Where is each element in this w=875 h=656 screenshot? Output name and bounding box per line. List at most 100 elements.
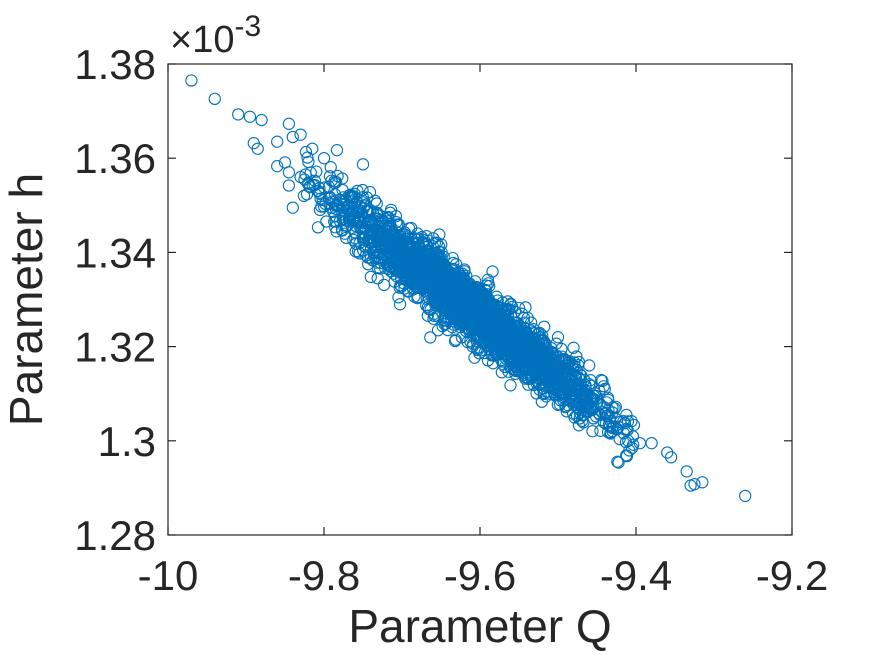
data-point (335, 204, 348, 217)
data-point (739, 489, 752, 503)
data-point (549, 372, 562, 385)
data-point (450, 258, 463, 271)
data-point (549, 367, 563, 380)
data-point (557, 353, 571, 366)
data-point (611, 455, 624, 468)
data-point (571, 384, 585, 397)
data-point (609, 400, 622, 413)
data-point (330, 144, 344, 157)
data-point (317, 152, 331, 165)
data-point (478, 291, 492, 304)
data-point (424, 257, 438, 270)
data-point (436, 268, 449, 281)
data-point (491, 294, 504, 307)
data-point (489, 311, 502, 324)
data-point (372, 235, 385, 248)
data-point (363, 203, 376, 217)
data-point (594, 373, 608, 387)
data-point (415, 262, 429, 275)
data-point (490, 332, 503, 345)
data-point (271, 135, 284, 148)
data-point (302, 176, 315, 189)
data-point (567, 341, 580, 354)
data-point (427, 274, 440, 287)
data-point (532, 327, 545, 340)
data-point (286, 201, 299, 214)
data-point (433, 228, 446, 241)
data-point (452, 266, 465, 279)
data-point (427, 232, 440, 245)
data-point (243, 110, 257, 123)
data-point (481, 273, 494, 286)
data-point (423, 274, 436, 287)
data-point (556, 388, 569, 401)
data-point (664, 451, 678, 464)
data-point (506, 300, 519, 314)
axis-ticks: -10 -9.8 -9.6 -9.4 -9.2 1.28 1.3 1.32 1.34 1.36 1.… (74, 41, 828, 599)
data-point (544, 352, 557, 365)
data-point (598, 382, 611, 396)
y-exponent-label: ×10-3 (170, 10, 261, 61)
data-point (661, 446, 674, 459)
data-point (353, 216, 366, 230)
data-point (353, 236, 366, 250)
data-point (373, 214, 386, 227)
data-point (535, 348, 549, 362)
data-point (447, 318, 460, 331)
data-point (612, 456, 625, 469)
data-point (445, 270, 458, 283)
data-point (385, 238, 398, 251)
data-point (688, 477, 701, 491)
data-point (434, 255, 448, 268)
data-point (519, 325, 532, 338)
data-point (553, 386, 567, 399)
data-point (444, 299, 458, 313)
data-point (497, 318, 510, 332)
data-point (377, 278, 391, 292)
data-point (645, 436, 658, 450)
data-point (458, 314, 471, 327)
data-point (422, 247, 435, 260)
data-point (481, 311, 494, 324)
data-point (497, 344, 511, 357)
data-point (361, 205, 374, 218)
data-point (399, 233, 412, 246)
data-point (382, 210, 395, 224)
data-point (340, 231, 353, 244)
data-point (486, 265, 499, 278)
data-point (568, 411, 581, 424)
data-point (566, 395, 579, 408)
data-point (368, 194, 382, 207)
data-point (680, 465, 693, 478)
data-point (320, 215, 333, 228)
x-tick-label: -9.2 (756, 552, 828, 599)
data-point (329, 195, 342, 208)
data-point (431, 256, 444, 269)
data-point (487, 298, 501, 311)
data-point (474, 320, 487, 334)
data-point (470, 323, 483, 336)
data-point (208, 92, 221, 105)
data-point (388, 243, 402, 257)
data-point (461, 312, 474, 325)
data-point (530, 376, 543, 389)
data-point (448, 334, 462, 348)
data-point (391, 218, 404, 231)
data-point (430, 283, 443, 297)
data-point (536, 333, 549, 346)
data-point (541, 385, 554, 398)
data-point (420, 274, 433, 287)
y-axis-label: Parameter h (0, 173, 52, 426)
data-point (372, 230, 386, 243)
data-point (496, 319, 509, 333)
data-point (573, 368, 587, 381)
x-tick-label: -10 (138, 552, 199, 599)
data-point (384, 203, 398, 217)
data-point (356, 244, 370, 257)
data-point (411, 227, 424, 240)
data-point (481, 354, 495, 367)
data-point (583, 378, 596, 391)
data-point (494, 307, 507, 320)
data-point (347, 233, 360, 246)
